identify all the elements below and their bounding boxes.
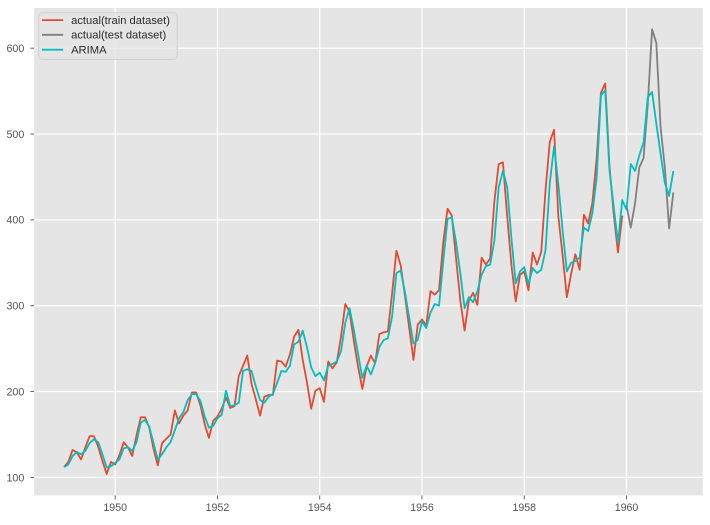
svg-text:400: 400 <box>6 215 24 227</box>
svg-text:1956: 1956 <box>410 502 434 514</box>
svg-text:actual(train dataset): actual(train dataset) <box>71 15 170 27</box>
svg-text:actual(test dataset): actual(test dataset) <box>71 30 166 42</box>
svg-text:300: 300 <box>6 301 24 313</box>
svg-text:1952: 1952 <box>206 502 230 514</box>
svg-text:600: 600 <box>6 43 24 55</box>
svg-text:1960: 1960 <box>615 502 639 514</box>
svg-text:200: 200 <box>6 386 24 398</box>
svg-text:1950: 1950 <box>103 502 127 514</box>
svg-text:1958: 1958 <box>512 502 536 514</box>
svg-text:100: 100 <box>6 472 24 484</box>
svg-text:1954: 1954 <box>308 502 332 514</box>
svg-text:500: 500 <box>6 129 24 141</box>
svg-text:ARIMA: ARIMA <box>71 44 107 56</box>
